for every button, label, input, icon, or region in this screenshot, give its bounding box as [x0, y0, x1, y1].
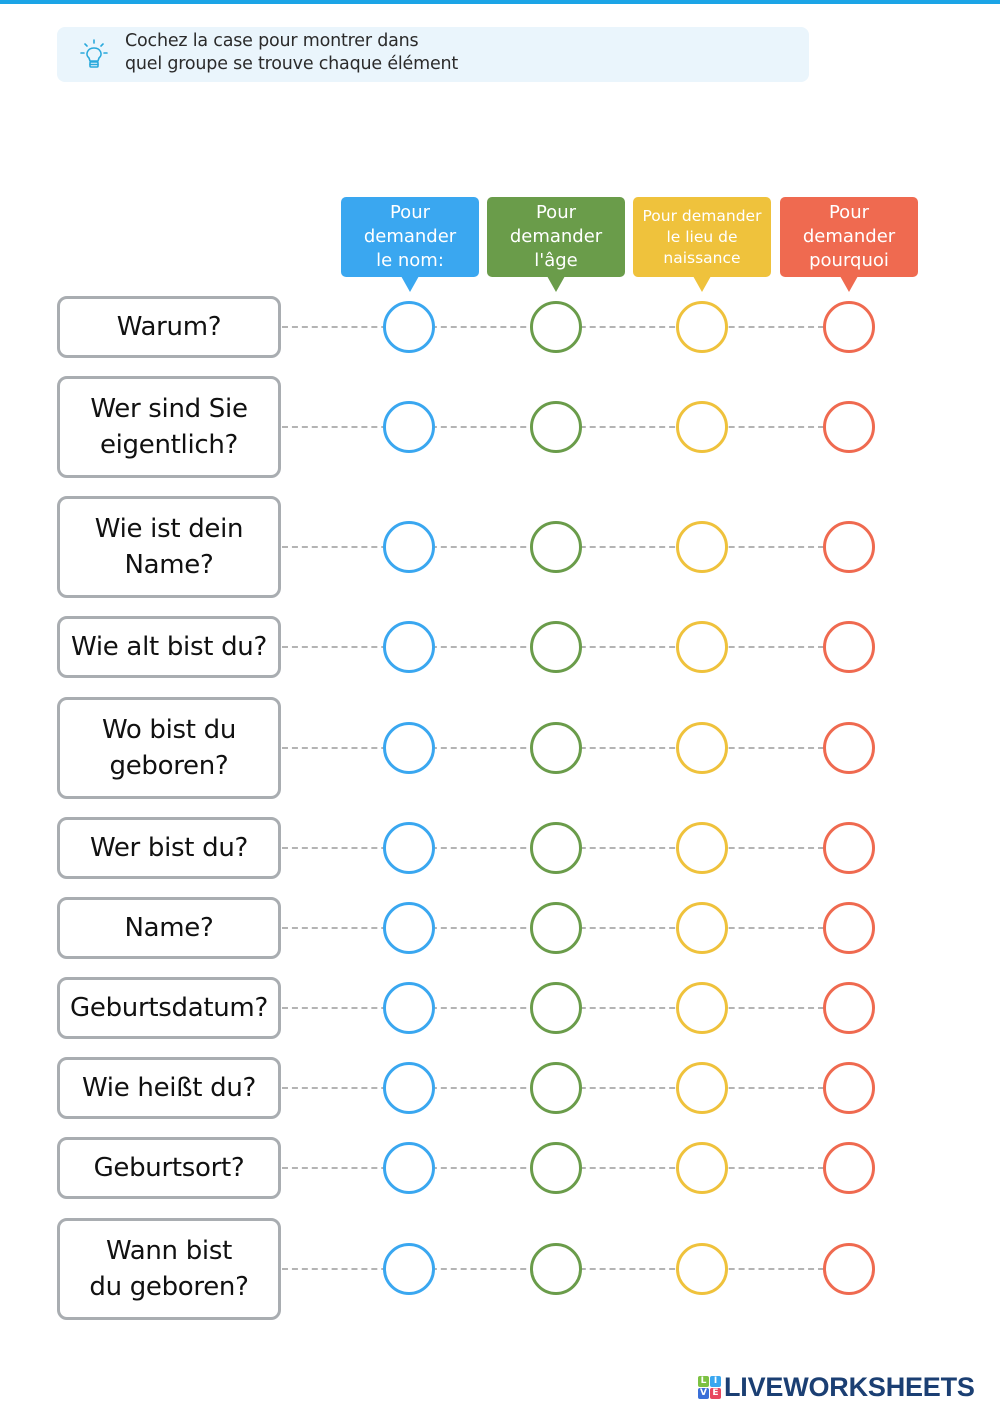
question-item: Wo bist du geboren? [57, 697, 281, 799]
instruction-text: Cochez la case pour montrer dans quel gr… [125, 30, 458, 76]
radio-age[interactable] [530, 301, 582, 353]
question-text-line: Wann bist [106, 1236, 232, 1266]
question-text-line: Warum? [116, 312, 222, 342]
radio-why[interactable] [823, 1142, 875, 1194]
liveworksheets-logo: L I V E LIVEWORKSHEETS [698, 1371, 975, 1402]
radio-age[interactable] [530, 401, 582, 453]
category-label-line: le lieu de [666, 227, 738, 246]
category-header-age: Pour demander l'âge [487, 197, 625, 292]
radio-birthplace[interactable] [676, 621, 728, 673]
category-label-line: Pour [828, 202, 870, 223]
question-item: Wie heißt du? [57, 1057, 281, 1119]
radio-name[interactable] [383, 1243, 435, 1295]
category-label-line: demander [802, 226, 896, 247]
question-text-line: Name? [124, 913, 214, 943]
question-text-line: Name? [124, 550, 214, 580]
category-label-line: Pour [535, 202, 577, 223]
radio-name[interactable] [383, 401, 435, 453]
radio-age[interactable] [530, 722, 582, 774]
logo-letter: V [698, 1387, 709, 1399]
radio-why[interactable] [823, 521, 875, 573]
radio-age[interactable] [530, 902, 582, 954]
question-text-line: Wer bist du? [89, 833, 249, 863]
radio-name[interactable] [383, 521, 435, 573]
category-label-line: l'âge [534, 250, 578, 271]
question-text-line: eigentlich? [99, 430, 239, 460]
question-text-line: Wie alt bist du? [71, 632, 267, 662]
question-item: Wann bist du geboren? [57, 1218, 281, 1320]
radio-why[interactable] [823, 401, 875, 453]
radio-birthplace[interactable] [676, 1243, 728, 1295]
radio-name[interactable] [383, 1062, 435, 1114]
logo-live-icon: L I V E [698, 1375, 721, 1399]
question-item: Wie alt bist du? [57, 616, 281, 678]
category-header-why: Pour demander pourquoi [780, 197, 918, 292]
radio-age[interactable] [530, 1142, 582, 1194]
radio-why[interactable] [823, 621, 875, 673]
radio-why[interactable] [823, 1243, 875, 1295]
radio-why[interactable] [823, 822, 875, 874]
category-label-line: demander [509, 226, 603, 247]
radio-age[interactable] [530, 822, 582, 874]
question-text-line: Geburtsort? [93, 1153, 245, 1183]
question-text-line: Wie ist dein [94, 514, 244, 544]
instruction-banner: Cochez la case pour montrer dans quel gr… [57, 27, 809, 82]
radio-name[interactable] [383, 822, 435, 874]
question-item: Wie ist dein Name? [57, 496, 281, 598]
radio-why[interactable] [823, 301, 875, 353]
radio-why[interactable] [823, 722, 875, 774]
radio-age[interactable] [530, 1243, 582, 1295]
category-label-line: le nom: [376, 250, 444, 271]
category-header-name: Pour demander le nom: [341, 197, 479, 292]
radio-why[interactable] [823, 1062, 875, 1114]
question-text-line: du geboren? [89, 1272, 249, 1302]
radio-name[interactable] [383, 621, 435, 673]
radio-name[interactable] [383, 1142, 435, 1194]
radio-age[interactable] [530, 621, 582, 673]
question-item: Wer sind Sie eigentlich? [57, 376, 281, 478]
radio-name[interactable] [383, 301, 435, 353]
question-text-line: Wer sind Sie [90, 394, 248, 424]
question-item: Wer bist du? [57, 817, 281, 879]
question-text-line: Wo bist du [101, 715, 237, 745]
radio-birthplace[interactable] [676, 822, 728, 874]
radio-age[interactable] [530, 521, 582, 573]
radio-birthplace[interactable] [676, 401, 728, 453]
logo-text: LIVEWORKSHEETS [724, 1371, 975, 1402]
question-item: Warum? [57, 296, 281, 358]
radio-birthplace[interactable] [676, 1142, 728, 1194]
top-accent-bar [0, 0, 1000, 4]
radio-birthplace[interactable] [676, 982, 728, 1034]
radio-birthplace[interactable] [676, 521, 728, 573]
question-item: Geburtsdatum? [57, 977, 281, 1039]
category-label-line: Pour demander [642, 206, 762, 225]
instruction-line-1: Cochez la case pour montrer dans [125, 31, 419, 51]
category-label-line: pourquoi [809, 250, 889, 271]
radio-name[interactable] [383, 982, 435, 1034]
radio-birthplace[interactable] [676, 722, 728, 774]
question-text-line: Wie heißt du? [81, 1073, 257, 1103]
logo-letter: I [710, 1375, 721, 1387]
radio-birthplace[interactable] [676, 301, 728, 353]
radio-why[interactable] [823, 982, 875, 1034]
radio-age[interactable] [530, 1062, 582, 1114]
logo-letter: E [710, 1387, 721, 1399]
logo-letter: L [698, 1375, 709, 1387]
question-item: Geburtsort? [57, 1137, 281, 1199]
category-header-birthplace: Pour demander le lieu de naissance [633, 197, 771, 292]
radio-birthplace[interactable] [676, 902, 728, 954]
question-text-line: Geburtsdatum? [70, 993, 268, 1023]
category-label-line: demander [363, 226, 457, 247]
radio-age[interactable] [530, 982, 582, 1034]
category-label-line: naissance [663, 248, 741, 267]
radio-name[interactable] [383, 722, 435, 774]
lightbulb-icon [80, 39, 108, 68]
category-label-line: Pour [389, 202, 431, 223]
radio-why[interactable] [823, 902, 875, 954]
radio-name[interactable] [383, 902, 435, 954]
instruction-line-2: quel groupe se trouve chaque élément [125, 54, 459, 74]
radio-birthplace[interactable] [676, 1062, 728, 1114]
question-text-line: geboren? [109, 751, 229, 781]
question-item: Name? [57, 897, 281, 959]
